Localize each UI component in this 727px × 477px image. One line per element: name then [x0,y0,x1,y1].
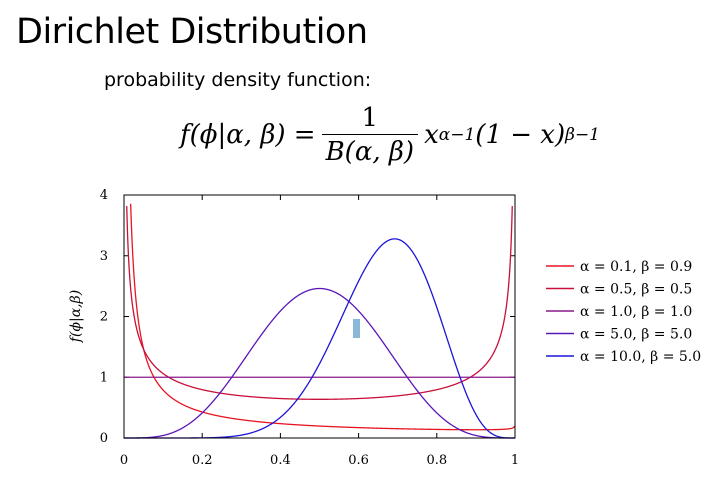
axis-ticks [123,194,516,439]
series-line-2 [126,206,513,400]
legend-label: α = 0.1, β = 0.9 [580,259,692,275]
series-line-1 [130,203,516,431]
y-tick-label: 0 [100,431,108,446]
x-tick-label: 0 [120,453,128,468]
selection-marker [353,319,360,338]
formula-lhs: f(ϕ|α, β) = [180,120,316,150]
y-tick-label: 3 [100,249,108,264]
legend-label: α = 10.0, β = 5.0 [580,349,701,365]
formula-fraction: 1 B(α, β) [321,102,419,169]
legend-label: α = 0.5, β = 0.5 [580,282,692,298]
chart-legend: α = 0.1, β = 0.9 α = 0.5, β = 0.5 α = 1.0,… [546,259,701,365]
legend-label: α = 1.0, β = 1.0 [580,304,692,320]
y-tick-label: 4 [100,188,108,203]
formula-base-1-minus-x: (1 − x) [475,120,566,150]
formula-base-x: x [424,120,439,150]
formula-exponent-2: β−1 [565,125,600,145]
legend-label: α = 5.0, β = 5.0 [580,327,692,343]
x-tick-label: 0.8 [426,453,447,468]
formula-numerator: 1 [361,102,379,133]
fraction-bar [321,133,419,135]
x-tick-label: 0.6 [348,453,369,468]
series-lines [124,203,516,439]
x-tick-label: 1 [511,453,519,468]
x-tick-label: 0.4 [270,453,291,468]
y-axis-title: f(ϕ|α,β) [68,290,84,343]
formula-exponent-1: α−1 [438,125,476,145]
y-tick-label: 2 [100,310,108,325]
y-tick-label: 1 [100,370,108,385]
slide-subtitle: probability density function: [104,69,372,91]
slide-title: Dirichlet Distribution [16,12,368,52]
x-tick-label: 0.2 [192,453,213,468]
formula-denominator: B(α, β) [325,136,415,167]
series-line-4 [124,287,515,439]
plot-frame [123,194,516,439]
pdf-formula: f(ϕ|α, β) = 1 B(α, β) x α−1 (1 − x) β−1 [180,98,600,172]
series-line-5 [124,238,515,439]
tick-labels: 0 0.2 0.4 0.6 0.8 1 0 1 2 3 4 [100,188,519,468]
